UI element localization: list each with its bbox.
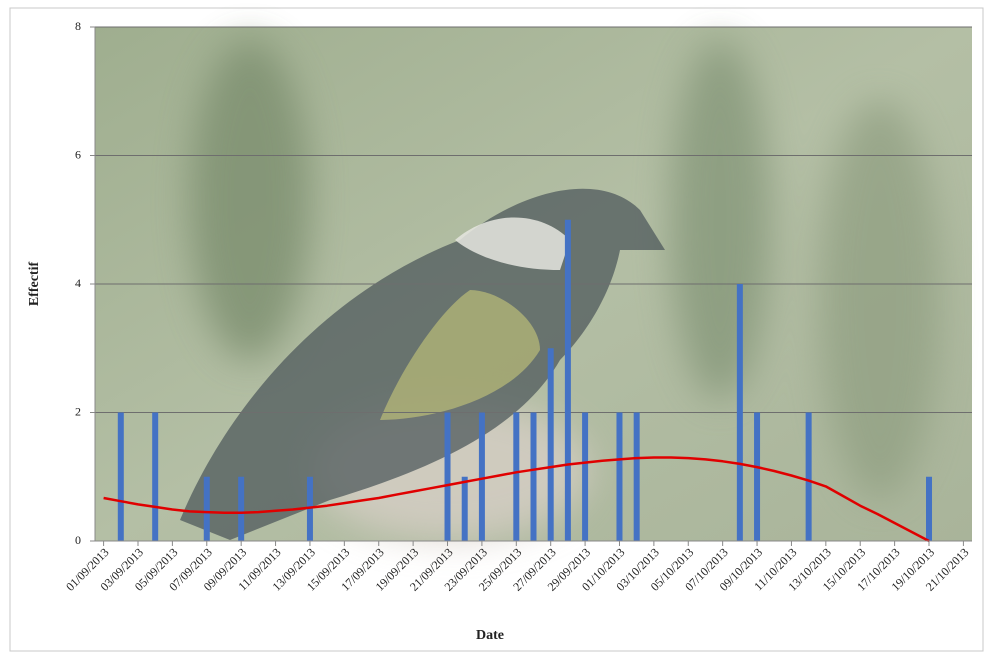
bar [530, 412, 537, 541]
y-axis-title: Effectif [27, 262, 42, 307]
bar [461, 476, 468, 541]
y-tick-label: 2 [75, 404, 81, 418]
bar [564, 219, 571, 541]
y-tick-label: 4 [75, 276, 81, 290]
y-tick-label: 0 [75, 533, 81, 547]
bar [805, 412, 812, 541]
bar [754, 412, 761, 541]
bar [444, 412, 451, 541]
y-tick-label: 6 [75, 147, 81, 161]
bar [306, 476, 313, 541]
bar [478, 412, 485, 541]
bar [547, 348, 554, 541]
bar [616, 412, 623, 541]
trend-line [103, 456, 930, 543]
bar [633, 412, 640, 541]
bar [582, 412, 589, 541]
bar [117, 412, 124, 541]
y-tick-label: 8 [75, 19, 81, 33]
bar [238, 476, 245, 541]
bar [152, 412, 159, 541]
bar [513, 412, 520, 541]
bar [736, 284, 743, 541]
bar [926, 476, 933, 541]
x-axis-title: Date [476, 628, 504, 643]
bar [203, 476, 210, 541]
